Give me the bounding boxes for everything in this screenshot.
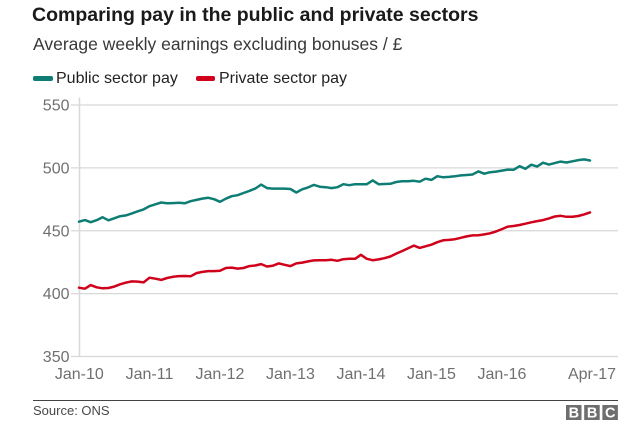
svg-text:Jan-12: Jan-12 (196, 366, 245, 383)
svg-text:Jan-10: Jan-10 (55, 366, 104, 383)
svg-text:Apr-17: Apr-17 (568, 366, 616, 383)
svg-text:B: B (587, 406, 597, 422)
svg-text:350: 350 (43, 349, 70, 366)
svg-text:550: 550 (43, 98, 70, 115)
svg-text:Jan-11: Jan-11 (126, 366, 174, 383)
svg-text:Jan-15: Jan-15 (407, 366, 456, 383)
svg-text:B: B (569, 406, 579, 422)
svg-text:Jan-16: Jan-16 (477, 366, 526, 383)
svg-text:C: C (605, 406, 616, 422)
svg-text:Jan-14: Jan-14 (336, 366, 385, 383)
svg-text:450: 450 (43, 223, 70, 240)
svg-text:Jan-13: Jan-13 (266, 366, 315, 383)
svg-text:400: 400 (43, 286, 70, 303)
svg-text:500: 500 (43, 160, 70, 177)
